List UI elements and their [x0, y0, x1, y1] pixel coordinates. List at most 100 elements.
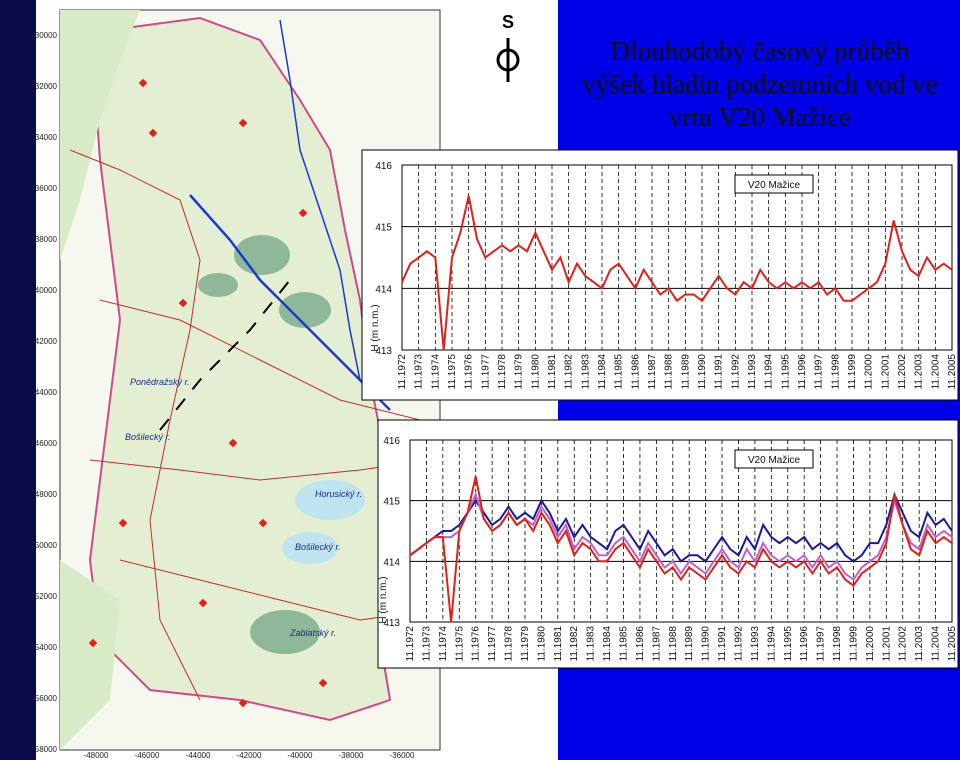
x-tick-label: 11.1999	[847, 354, 858, 390]
x-tick-label: 11.1992	[730, 354, 741, 390]
x-tick-label: 11.1986	[630, 354, 641, 390]
x-tick-label: 11.1977	[480, 354, 491, 390]
map-coord-label: -32000	[32, 82, 57, 91]
x-tick-label: 11.2002	[897, 354, 908, 390]
map-coord-label: -38000	[339, 751, 364, 760]
y-tick-label: 416	[375, 161, 392, 172]
y-axis-label: H (m n.m.)	[370, 304, 381, 351]
bog	[198, 273, 238, 297]
x-tick-label: 11.1973	[414, 354, 425, 390]
x-tick-label: 11.1998	[830, 354, 841, 390]
x-tick-label: 11.1994	[764, 354, 775, 390]
map-coord-label: -30000	[32, 31, 57, 40]
map-coord-label: -48000	[32, 490, 57, 499]
legend-label: V20 Mažice	[748, 180, 801, 191]
series-line	[401, 195, 953, 351]
x-tick-label: 11.2000	[864, 354, 875, 390]
x-tick-label: 11.1979	[520, 626, 531, 662]
map-coord-label: -48000	[84, 751, 109, 760]
x-tick-label: 11.2004	[931, 626, 942, 662]
x-tick-label: 11.1990	[697, 354, 708, 390]
x-tick-label: 11.1996	[799, 626, 810, 662]
section-line	[159, 279, 291, 431]
x-tick-label: 11.1988	[664, 354, 675, 390]
map-coord-label: -52000	[32, 592, 57, 601]
y-tick-label: 416	[383, 436, 400, 447]
map-coord-label: -34000	[32, 133, 57, 142]
x-tick-label: 11.1996	[797, 354, 808, 390]
x-tick-label: 11.1992	[733, 626, 744, 662]
x-tick-label: 11.1981	[547, 354, 558, 390]
x-tick-label: 11.2005	[947, 626, 958, 662]
x-tick-label: 11.2001	[881, 626, 892, 662]
title: výšek hladin podzemních vod ve	[582, 69, 937, 99]
x-tick-label: 11.1986	[635, 626, 646, 662]
y-axis-label: H (m n.m.)	[378, 576, 389, 623]
y-tick-label: 414	[375, 284, 392, 295]
x-tick-label: 11.1972	[397, 354, 408, 390]
map-coord-label: -44000	[32, 388, 57, 397]
x-tick-label: 11.1987	[647, 354, 658, 390]
x-tick-label: 11.1989	[684, 626, 695, 662]
x-tick-label: 11.2003	[914, 354, 925, 390]
y-tick-label: 415	[375, 223, 392, 234]
x-tick-label: 11.1983	[580, 354, 591, 390]
x-tick-label: 11.1980	[536, 626, 547, 662]
y-tick-label: 413	[383, 618, 400, 629]
x-tick-label: 11.1977	[487, 626, 498, 662]
y-tick-label: 414	[383, 557, 400, 568]
place-label: Ponědražský r.	[130, 377, 190, 387]
map-coord-label: -46000	[135, 751, 160, 760]
forest	[60, 560, 120, 750]
title: vrtu V20 Mažice	[669, 102, 851, 132]
x-tick-label: 11.1993	[750, 626, 761, 662]
x-tick-label: 11.1997	[814, 354, 825, 390]
map-coord-label: -36000	[32, 184, 57, 193]
map-coord-label: -46000	[32, 439, 57, 448]
map-coord-label: -58000	[32, 745, 57, 754]
x-tick-label: 11.1972	[405, 626, 416, 662]
legend-box	[734, 174, 814, 194]
series-line	[409, 491, 953, 563]
x-tick-label: 11.1976	[471, 626, 482, 662]
river	[279, 19, 361, 381]
x-tick-label: 11.1980	[530, 354, 541, 390]
map-coord-label: -36000	[390, 751, 415, 760]
pond	[282, 532, 338, 564]
x-tick-label: 11.1998	[832, 626, 843, 662]
x-tick-label: 11.2000	[865, 626, 876, 662]
x-tick-label: 11.2001	[880, 354, 891, 390]
x-tick-label: 11.1982	[564, 354, 575, 390]
x-tick-label: 11.1991	[717, 626, 728, 662]
legend-box	[734, 449, 814, 469]
place-label: Bošilecký r.	[125, 432, 171, 442]
compass-label: S	[502, 12, 514, 32]
y-tick-label: 413	[375, 346, 392, 357]
x-tick-label: 11.1979	[514, 354, 525, 390]
map-coord-label: -42000	[237, 751, 262, 760]
x-tick-label: 11.1994	[766, 626, 777, 662]
legend-label: V20 Mažice	[748, 455, 801, 466]
y-tick-label: 415	[383, 497, 400, 508]
x-tick-label: 11.2003	[914, 626, 925, 662]
chart-panel	[377, 419, 959, 669]
pond	[250, 610, 320, 654]
x-tick-label: 11.1991	[714, 354, 725, 390]
x-tick-label: 11.1993	[747, 354, 758, 390]
x-tick-label: 11.1975	[447, 354, 458, 390]
x-tick-label: 11.1995	[783, 626, 794, 662]
map-coord-label: -50000	[32, 541, 57, 550]
x-tick-label: 11.1985	[614, 354, 625, 390]
x-tick-label: 11.1978	[504, 626, 515, 662]
x-tick-label: 11.1975	[454, 626, 465, 662]
x-tick-label: 11.1985	[619, 626, 630, 662]
forest	[60, 10, 140, 260]
x-tick-label: 11.2004	[930, 354, 941, 390]
road	[69, 149, 201, 701]
x-tick-label: 11.1995	[780, 354, 791, 390]
x-tick-label: 11.1974	[438, 626, 449, 662]
x-tick-label: 11.1987	[651, 626, 662, 662]
x-tick-label: 11.1988	[668, 626, 679, 662]
plot-frame	[401, 164, 953, 351]
